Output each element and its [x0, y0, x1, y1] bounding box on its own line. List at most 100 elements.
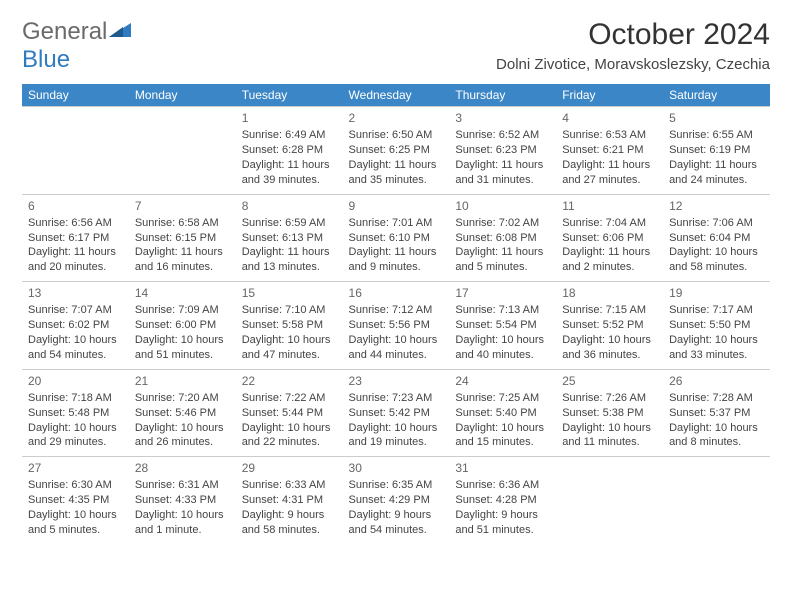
sunset-text: Sunset: 6:21 PM — [562, 143, 657, 158]
day-number: 23 — [349, 373, 444, 389]
calendar-cell: 11Sunrise: 7:04 AMSunset: 6:06 PMDayligh… — [556, 194, 663, 282]
daylight-text: Daylight: 10 hours and 22 minutes. — [242, 421, 337, 451]
sunset-text: Sunset: 6:02 PM — [28, 318, 123, 333]
day-number: 15 — [242, 285, 337, 301]
sunrise-text: Sunrise: 6:33 AM — [242, 478, 337, 493]
calendar-cell: 17Sunrise: 7:13 AMSunset: 5:54 PMDayligh… — [449, 282, 556, 370]
sunrise-text: Sunrise: 7:02 AM — [455, 216, 550, 231]
calendar-cell: 14Sunrise: 7:09 AMSunset: 6:00 PMDayligh… — [129, 282, 236, 370]
calendar-cell: 7Sunrise: 6:58 AMSunset: 6:15 PMDaylight… — [129, 194, 236, 282]
daylight-text: Daylight: 9 hours and 51 minutes. — [455, 508, 550, 538]
daylight-text: Daylight: 10 hours and 15 minutes. — [455, 421, 550, 451]
day-number: 12 — [669, 198, 764, 214]
sunrise-text: Sunrise: 7:09 AM — [135, 303, 230, 318]
sunrise-text: Sunrise: 6:59 AM — [242, 216, 337, 231]
calendar-cell: 1Sunrise: 6:49 AMSunset: 6:28 PMDaylight… — [236, 107, 343, 195]
calendar-cell: 6 Sunrise: 6:56 AMSunset: 6:17 PMDaylight… — [22, 194, 129, 282]
header: General Blue October 2024 Dolni Zivotice… — [22, 18, 770, 74]
month-title: October 2024 — [496, 18, 770, 52]
calendar-cell: 28Sunrise: 6:31 AMSunset: 4:33 PMDayligh… — [129, 457, 236, 544]
calendar-cell: 21Sunrise: 7:20 AMSunset: 5:46 PMDayligh… — [129, 369, 236, 457]
calendar-cell: 26Sunrise: 7:28 AMSunset: 5:37 PMDayligh… — [663, 369, 770, 457]
day-number: 9 — [349, 198, 444, 214]
sunset-text: Sunset: 6:25 PM — [349, 143, 444, 158]
day-number: 27 — [28, 460, 123, 476]
sunrise-text: Sunrise: 6:30 AM — [28, 478, 123, 493]
brand-logo: General Blue — [22, 18, 131, 74]
sunset-text: Sunset: 6:13 PM — [242, 231, 337, 246]
day-number: 20 — [28, 373, 123, 389]
calendar-row: 20Sunrise: 7:18 AMSunset: 5:48 PMDayligh… — [22, 369, 770, 457]
sunrise-text: Sunrise: 6:35 AM — [349, 478, 444, 493]
daylight-text: Daylight: 10 hours and 8 minutes. — [669, 421, 764, 451]
daylight-text: Daylight: 11 hours and 39 minutes. — [242, 158, 337, 188]
day-number: 19 — [669, 285, 764, 301]
sunrise-text: Sunrise: 7:22 AM — [242, 391, 337, 406]
calendar-row: 1Sunrise: 6:49 AMSunset: 6:28 PMDaylight… — [22, 107, 770, 195]
calendar-cell: 3Sunrise: 6:52 AMSunset: 6:23 PMDaylight… — [449, 107, 556, 195]
day-number: 22 — [242, 373, 337, 389]
calendar-cell: 22Sunrise: 7:22 AMSunset: 5:44 PMDayligh… — [236, 369, 343, 457]
sunset-text: Sunset: 6:15 PM — [135, 231, 230, 246]
calendar-cell — [22, 107, 129, 195]
title-block: October 2024 Dolni Zivotice, Moravskosle… — [496, 18, 770, 73]
daylight-text: Daylight: 10 hours and 54 minutes. — [28, 333, 123, 363]
daylight-text: Daylight: 11 hours and 9 minutes. — [349, 245, 444, 275]
sunset-text: Sunset: 6:08 PM — [455, 231, 550, 246]
sunrise-text: Sunrise: 6:56 AM — [28, 216, 123, 231]
sunset-text: Sunset: 5:46 PM — [135, 406, 230, 421]
day-number: 13 — [28, 285, 123, 301]
sunset-text: Sunset: 5:38 PM — [562, 406, 657, 421]
day-header-thursday: Thursday — [449, 84, 556, 107]
day-number: 14 — [135, 285, 230, 301]
daylight-text: Daylight: 11 hours and 13 minutes. — [242, 245, 337, 275]
sunrise-text: Sunrise: 6:36 AM — [455, 478, 550, 493]
daylight-text: Daylight: 10 hours and 19 minutes. — [349, 421, 444, 451]
calendar-cell: 2Sunrise: 6:50 AMSunset: 6:25 PMDaylight… — [343, 107, 450, 195]
sunrise-text: Sunrise: 6:49 AM — [242, 128, 337, 143]
day-number: 7 — [135, 198, 230, 214]
day-number: 10 — [455, 198, 550, 214]
calendar-cell: 12Sunrise: 7:06 AMSunset: 6:04 PMDayligh… — [663, 194, 770, 282]
calendar-cell: 25Sunrise: 7:26 AMSunset: 5:38 PMDayligh… — [556, 369, 663, 457]
sunset-text: Sunset: 6:10 PM — [349, 231, 444, 246]
sunrise-text: Sunrise: 7:07 AM — [28, 303, 123, 318]
daylight-text: Daylight: 11 hours and 31 minutes. — [455, 158, 550, 188]
sunset-text: Sunset: 6:28 PM — [242, 143, 337, 158]
calendar-cell: 5Sunrise: 6:55 AMSunset: 6:19 PMDaylight… — [663, 107, 770, 195]
day-header-sunday: Sunday — [22, 84, 129, 107]
calendar-cell: 18Sunrise: 7:15 AMSunset: 5:52 PMDayligh… — [556, 282, 663, 370]
daylight-text: Daylight: 11 hours and 16 minutes. — [135, 245, 230, 275]
daylight-text: Daylight: 11 hours and 35 minutes. — [349, 158, 444, 188]
daylight-text: Daylight: 11 hours and 20 minutes. — [28, 245, 123, 275]
day-number: 25 — [562, 373, 657, 389]
day-header-row: Sunday Monday Tuesday Wednesday Thursday… — [22, 84, 770, 107]
day-number: 18 — [562, 285, 657, 301]
brand-text: General Blue — [22, 18, 131, 74]
calendar-cell — [663, 457, 770, 544]
daylight-text: Daylight: 10 hours and 44 minutes. — [349, 333, 444, 363]
calendar-row: 27Sunrise: 6:30 AMSunset: 4:35 PMDayligh… — [22, 457, 770, 544]
day-number: 29 — [242, 460, 337, 476]
sunset-text: Sunset: 6:17 PM — [28, 231, 123, 246]
calendar-cell — [556, 457, 663, 544]
calendar-cell — [129, 107, 236, 195]
daylight-text: Daylight: 10 hours and 33 minutes. — [669, 333, 764, 363]
daylight-text: Daylight: 10 hours and 11 minutes. — [562, 421, 657, 451]
sunrise-text: Sunrise: 7:06 AM — [669, 216, 764, 231]
day-number: 30 — [349, 460, 444, 476]
calendar-cell: 24Sunrise: 7:25 AMSunset: 5:40 PMDayligh… — [449, 369, 556, 457]
sunset-text: Sunset: 5:40 PM — [455, 406, 550, 421]
sunrise-text: Sunrise: 7:01 AM — [349, 216, 444, 231]
day-number: 6 — [28, 198, 123, 214]
calendar-cell: 13 Sunrise: 7:07 AMSunset: 6:02 PMDayligh… — [22, 282, 129, 370]
day-number: 26 — [669, 373, 764, 389]
calendar-cell: 16Sunrise: 7:12 AMSunset: 5:56 PMDayligh… — [343, 282, 450, 370]
calendar-table: Sunday Monday Tuesday Wednesday Thursday… — [22, 84, 770, 544]
sunset-text: Sunset: 4:31 PM — [242, 493, 337, 508]
sunrise-text: Sunrise: 7:17 AM — [669, 303, 764, 318]
daylight-text: Daylight: 9 hours and 54 minutes. — [349, 508, 444, 538]
day-number: 24 — [455, 373, 550, 389]
day-number: 8 — [242, 198, 337, 214]
sunset-text: Sunset: 5:56 PM — [349, 318, 444, 333]
